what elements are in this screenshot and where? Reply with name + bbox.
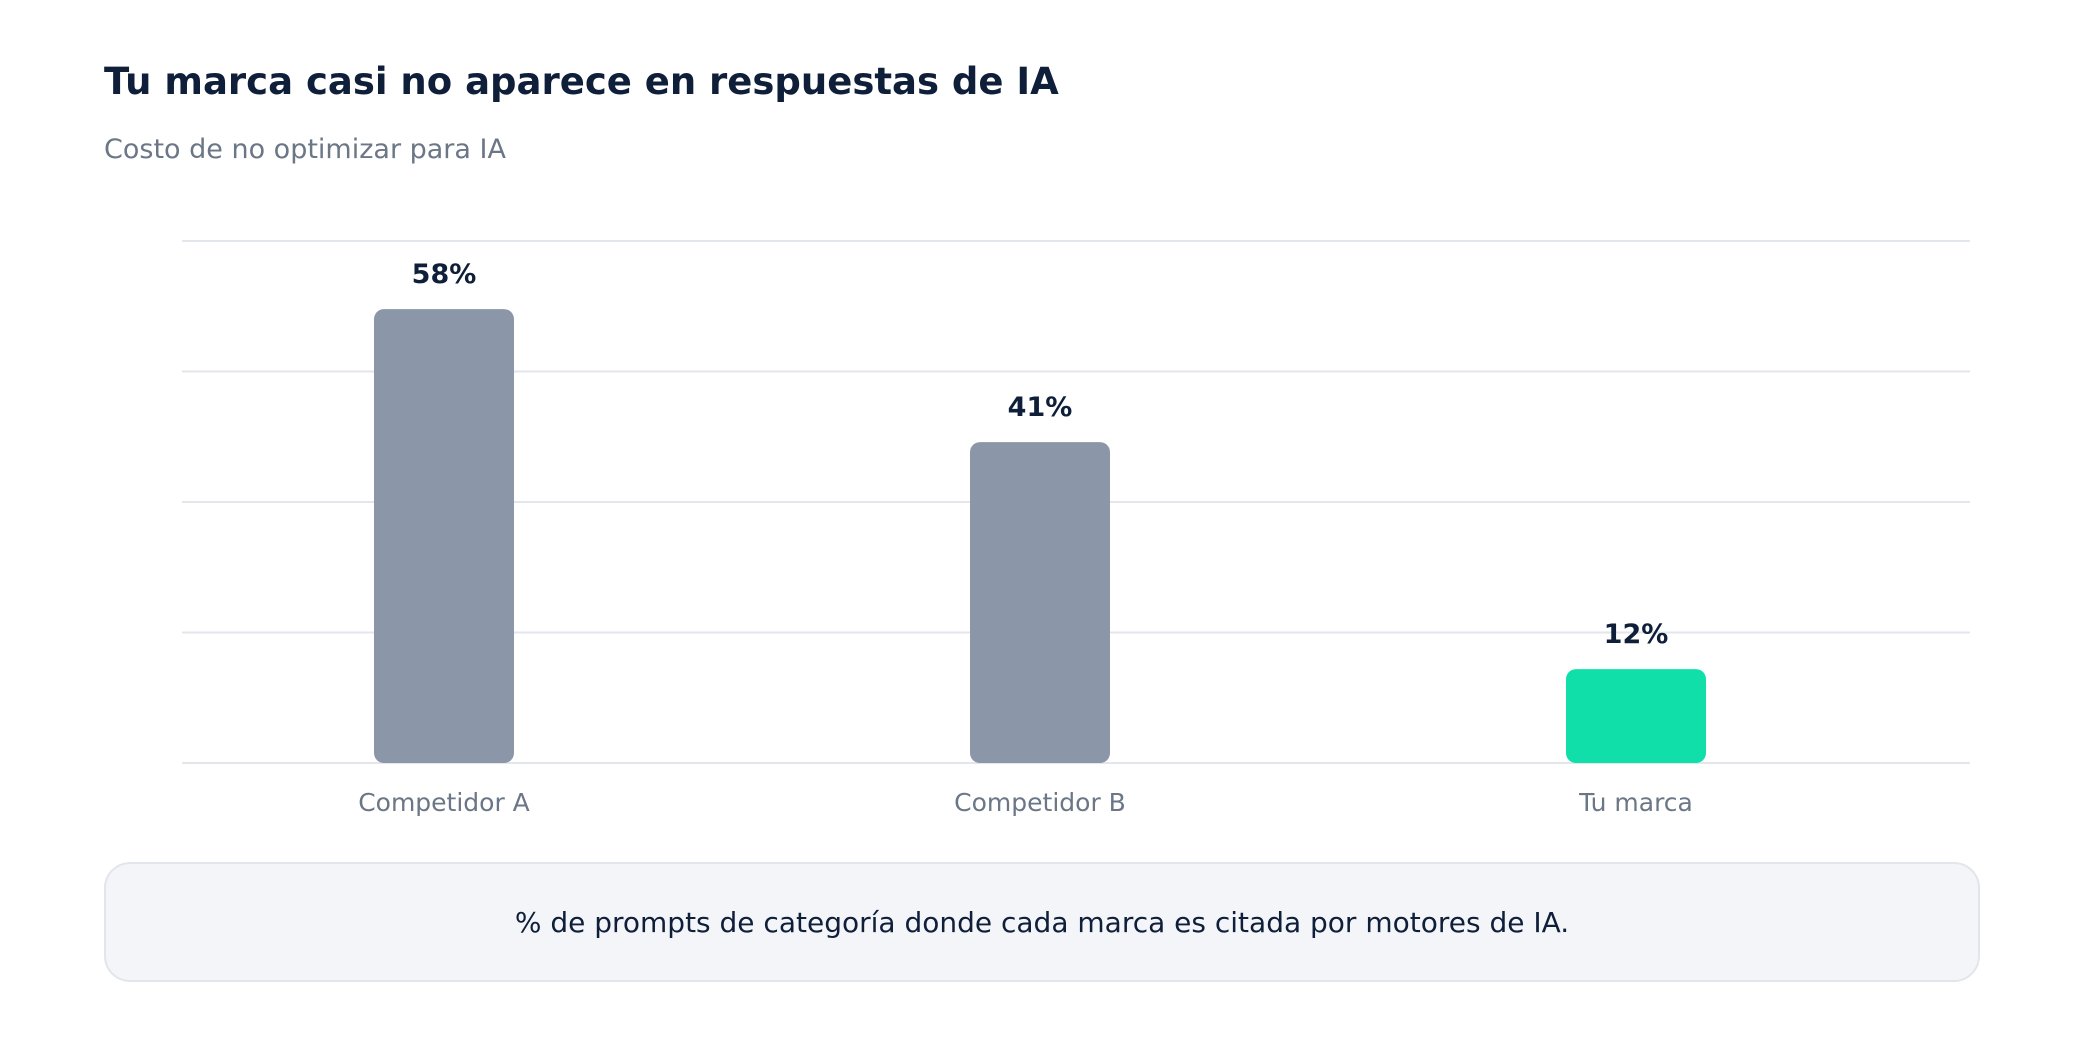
bar-value-label: 12% <box>1604 619 1669 650</box>
footnote-text: % de prompts de categoría donde cada mar… <box>514 905 1570 939</box>
chart-title: Tu marca casi no aparece en respuestas d… <box>104 60 1059 103</box>
value-labels: 58% 41% 12% <box>412 259 1669 650</box>
chart-subtitle: Costo de no optimizar para IA <box>104 134 506 165</box>
category-tick-label: Competidor B <box>954 788 1126 817</box>
bar-value-label: 41% <box>1008 392 1073 423</box>
bar <box>374 309 514 763</box>
bar-value-label: 58% <box>412 259 477 290</box>
footnote-box: % de prompts de categoría donde cada mar… <box>104 862 1980 982</box>
bar <box>970 442 1110 763</box>
bar-chart: 58% 41% 12% Competidor A Competidor B Tu mar… <box>182 240 1970 817</box>
category-tick-label: Tu marca <box>1578 788 1693 817</box>
bars <box>374 309 1706 763</box>
bar <box>1566 669 1706 763</box>
category-tick-label: Competidor A <box>358 788 530 817</box>
category-tick-labels: Competidor A Competidor B Tu marca <box>358 788 1693 817</box>
